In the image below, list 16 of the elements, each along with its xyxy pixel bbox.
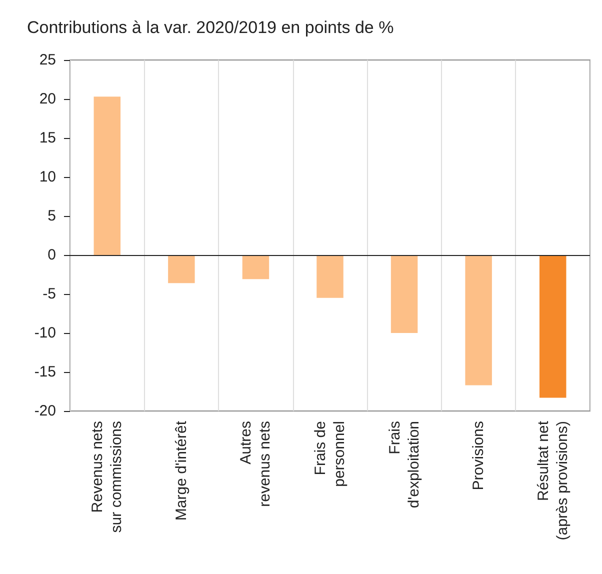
y-tick-label: 15 (39, 130, 56, 146)
y-tick-label: 5 (48, 208, 56, 224)
y-tick-label: 0 (48, 246, 56, 264)
y-tick-label: -10 (34, 324, 56, 342)
x-tick-label: Marge d'intérêt (172, 420, 190, 521)
y-tick-label: 10 (39, 168, 56, 186)
x-tick-label: Autres revenus nets (238, 421, 274, 507)
y-tick-label: 25 (39, 52, 56, 68)
y-tick-label: -5 (42, 286, 56, 302)
x-tick-label: Provisions (470, 421, 488, 490)
y-tick-label: -20 (34, 402, 56, 420)
chart-title: Contributions à la var. 2020/2019 en points de % (27, 18, 394, 37)
y-tick-label: -15 (34, 364, 56, 380)
x-tick-label: Résultat net (après provisions) (534, 420, 571, 540)
y-tick-label: 20 (39, 90, 56, 108)
x-tick-label: Revenus nets sur commissions (89, 421, 126, 533)
